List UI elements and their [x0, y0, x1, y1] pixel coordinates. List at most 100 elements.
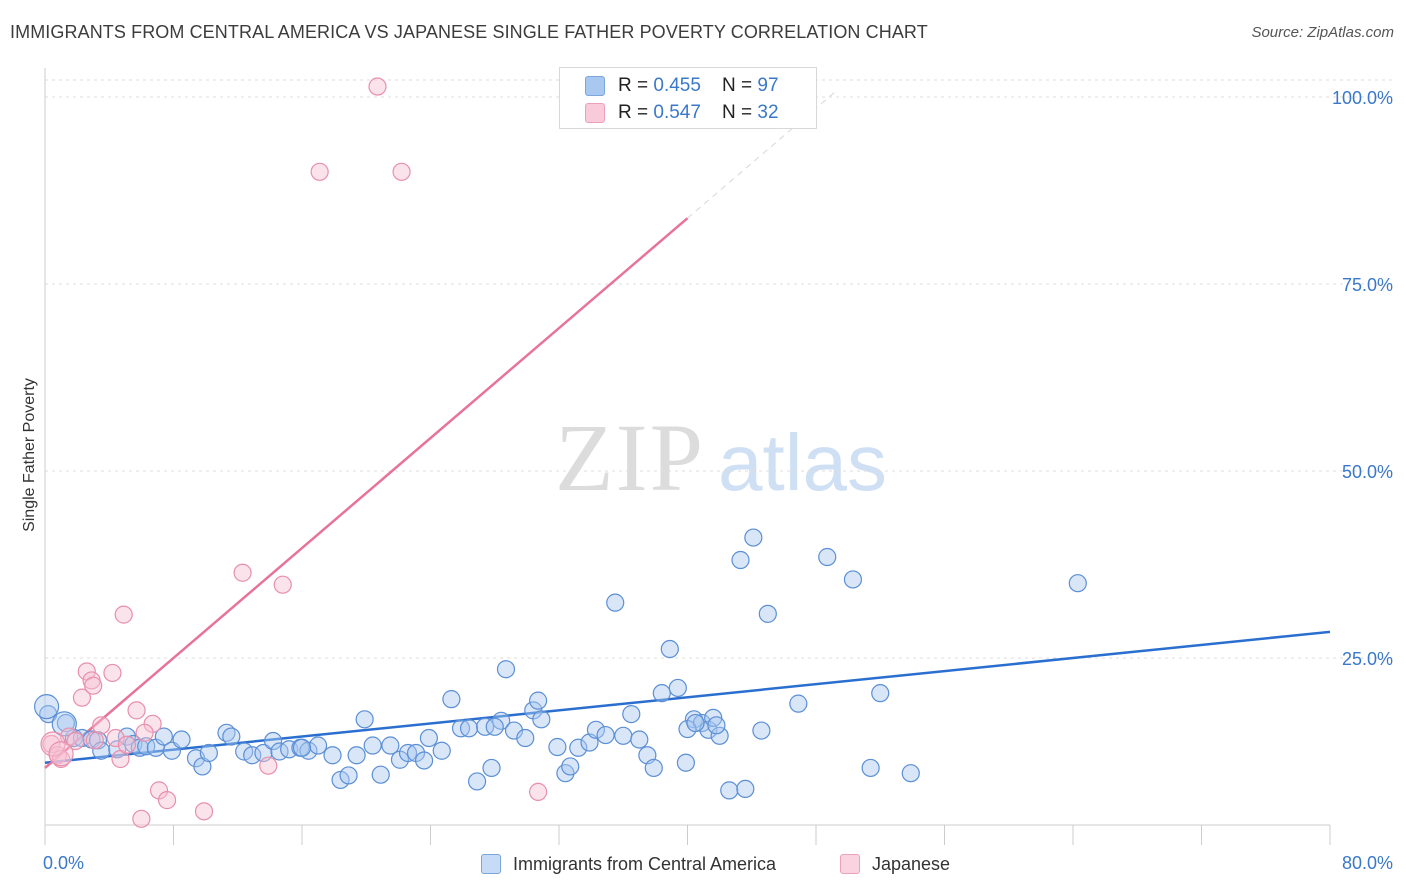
point-japanese	[233, 563, 252, 582]
point-immigrants	[172, 730, 191, 749]
point-immigrants	[482, 758, 501, 778]
point-immigrants	[861, 758, 880, 778]
point-immigrants	[56, 713, 75, 733]
point-immigrants	[744, 528, 763, 547]
tick-labels: 25.0% 50.0% 75.0% 100.0% 0.0% 80.0%	[43, 88, 1393, 873]
point-immigrants	[371, 765, 390, 784]
point-immigrants	[561, 757, 580, 776]
point-japanese	[117, 735, 137, 754]
point-immigrants	[516, 728, 535, 748]
legend-swatch-blue	[585, 76, 605, 96]
chart-title: IMMIGRANTS FROM CENTRAL AMERICA VS JAPAN…	[10, 22, 928, 42]
point-immigrants	[432, 741, 451, 760]
point-immigrants	[818, 547, 837, 567]
point-immigrants	[467, 772, 487, 791]
point-japanese-large	[48, 741, 74, 767]
x-tick-label-max: 80.0%	[1342, 853, 1393, 873]
y-tick-label: 100.0%	[1332, 88, 1393, 108]
point-immigrants	[532, 710, 551, 729]
point-immigrants	[1068, 574, 1087, 593]
point-immigrants	[414, 751, 434, 770]
trend-line-japanese	[44, 217, 689, 769]
y-tick-label: 25.0%	[1342, 649, 1393, 669]
legend-stats-japanese: R = 0.547 N = 32	[618, 102, 779, 124]
point-japanese	[127, 701, 146, 720]
point-immigrants	[548, 737, 567, 757]
y-tick-label: 50.0%	[1342, 462, 1393, 482]
n-value: 97	[757, 75, 779, 96]
point-immigrants	[606, 593, 625, 612]
legend-swatch-japanese	[840, 854, 860, 874]
point-immigrants	[442, 690, 461, 709]
legend-item-japanese[interactable]: Japanese	[840, 852, 950, 876]
point-japanese	[66, 731, 85, 751]
point-immigrants	[485, 717, 504, 736]
legend-label-immigrants: Immigrants from Central America	[513, 853, 777, 874]
point-immigrants	[339, 766, 358, 785]
point-japanese	[259, 756, 278, 775]
point-japanese	[132, 809, 151, 828]
point-immigrants	[263, 731, 283, 751]
point-immigrants	[222, 727, 241, 746]
correlation-legend: R = 0.455 N = 97 R = 0.547 N = 32	[559, 67, 817, 129]
point-immigrants	[752, 721, 771, 740]
point-immigrants	[720, 781, 739, 800]
point-japanese	[51, 749, 71, 769]
n-label: N =	[722, 75, 758, 96]
point-japanese	[194, 802, 214, 821]
point-immigrants	[243, 746, 262, 765]
n-label: N =	[722, 102, 758, 123]
point-immigrants	[660, 639, 679, 659]
point-immigrants	[308, 736, 328, 755]
point-japanese	[92, 716, 111, 735]
point-japanese	[273, 575, 292, 594]
point-immigrants	[154, 727, 173, 746]
watermark: ZIP atlas	[555, 404, 887, 511]
point-immigrants	[586, 720, 606, 739]
point-immigrants	[614, 726, 633, 745]
point-immigrants	[668, 678, 687, 698]
point-japanese	[106, 728, 125, 748]
point-japanese	[368, 77, 387, 96]
point-immigrants	[707, 716, 726, 735]
point-immigrants	[686, 713, 705, 733]
axes	[44, 68, 1331, 845]
point-japanese	[103, 663, 122, 683]
data-points	[34, 77, 1087, 828]
point-immigrants	[419, 728, 438, 748]
point-immigrants	[108, 740, 127, 759]
point-japanese	[157, 791, 177, 810]
point-immigrants	[199, 743, 218, 763]
point-immigrants	[644, 758, 663, 778]
legend-swatch-immigrants	[481, 854, 501, 874]
point-immigrants	[476, 717, 495, 736]
point-immigrants	[622, 704, 641, 724]
point-immigrants	[736, 779, 755, 799]
watermark-atlas: atlas	[718, 418, 887, 507]
point-japanese-large	[40, 731, 66, 757]
point-immigrants	[347, 746, 366, 765]
point-immigrants	[569, 738, 588, 757]
point-immigrants	[871, 684, 890, 703]
point-immigrants	[459, 719, 479, 738]
legend-swatch-pink	[585, 103, 605, 123]
legend-item-immigrants[interactable]: Immigrants from Central America	[481, 852, 776, 876]
n-value: 32	[757, 102, 779, 123]
point-immigrants-large	[51, 711, 77, 737]
point-japanese	[310, 162, 329, 181]
point-immigrants-large	[34, 694, 60, 720]
point-japanese	[114, 605, 133, 624]
point-immigrants	[529, 691, 548, 710]
point-immigrants	[676, 753, 695, 772]
y-tick-label: 75.0%	[1342, 275, 1393, 295]
point-immigrants	[731, 550, 750, 570]
point-immigrants	[381, 736, 400, 755]
point-japanese	[529, 782, 548, 801]
point-immigrants	[323, 746, 342, 765]
point-immigrants	[92, 741, 111, 760]
watermark-zip: ZIP	[555, 404, 705, 511]
point-immigrants	[292, 738, 312, 757]
point-japanese	[85, 731, 104, 750]
legend-stats-immigrants: R = 0.455 N = 97	[618, 75, 779, 97]
point-immigrants	[758, 604, 777, 623]
